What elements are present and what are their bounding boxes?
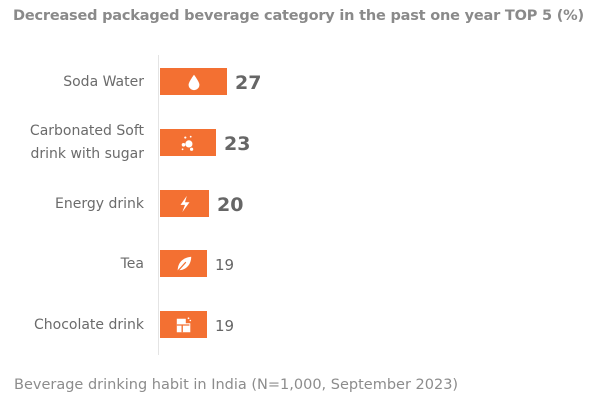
leaf-icon (176, 256, 191, 272)
bubbles-icon (181, 135, 194, 151)
category-label: Carbonated Soft (29, 123, 144, 139)
chart-title: Decreased packaged beverage category in … (13, 8, 584, 24)
chocolate-icon (176, 316, 191, 332)
value-label: 27 (235, 72, 262, 94)
category-label: Energy drink (55, 196, 144, 212)
bar-chocolate-drink (160, 311, 207, 338)
category-axis-line (158, 55, 159, 355)
water-drop-icon (188, 74, 199, 90)
value-label: 19 (215, 317, 235, 335)
footnote: Beverage drinking habit in India (N=1,00… (14, 377, 459, 393)
bar-energy-drink (160, 190, 209, 217)
category-label: Tea (120, 256, 144, 272)
category-label: Soda Water (63, 74, 144, 90)
value-label: 19 (215, 256, 235, 274)
lightning-icon (180, 195, 189, 212)
category-label: Chocolate drink (33, 317, 144, 333)
bar-soda-water (160, 68, 227, 95)
bar-carbonated-soft-drink (160, 129, 216, 156)
category-label: drink with sugar (30, 146, 144, 162)
value-label: 20 (217, 194, 244, 216)
value-label: 23 (224, 133, 251, 155)
bar-tea (160, 250, 207, 277)
